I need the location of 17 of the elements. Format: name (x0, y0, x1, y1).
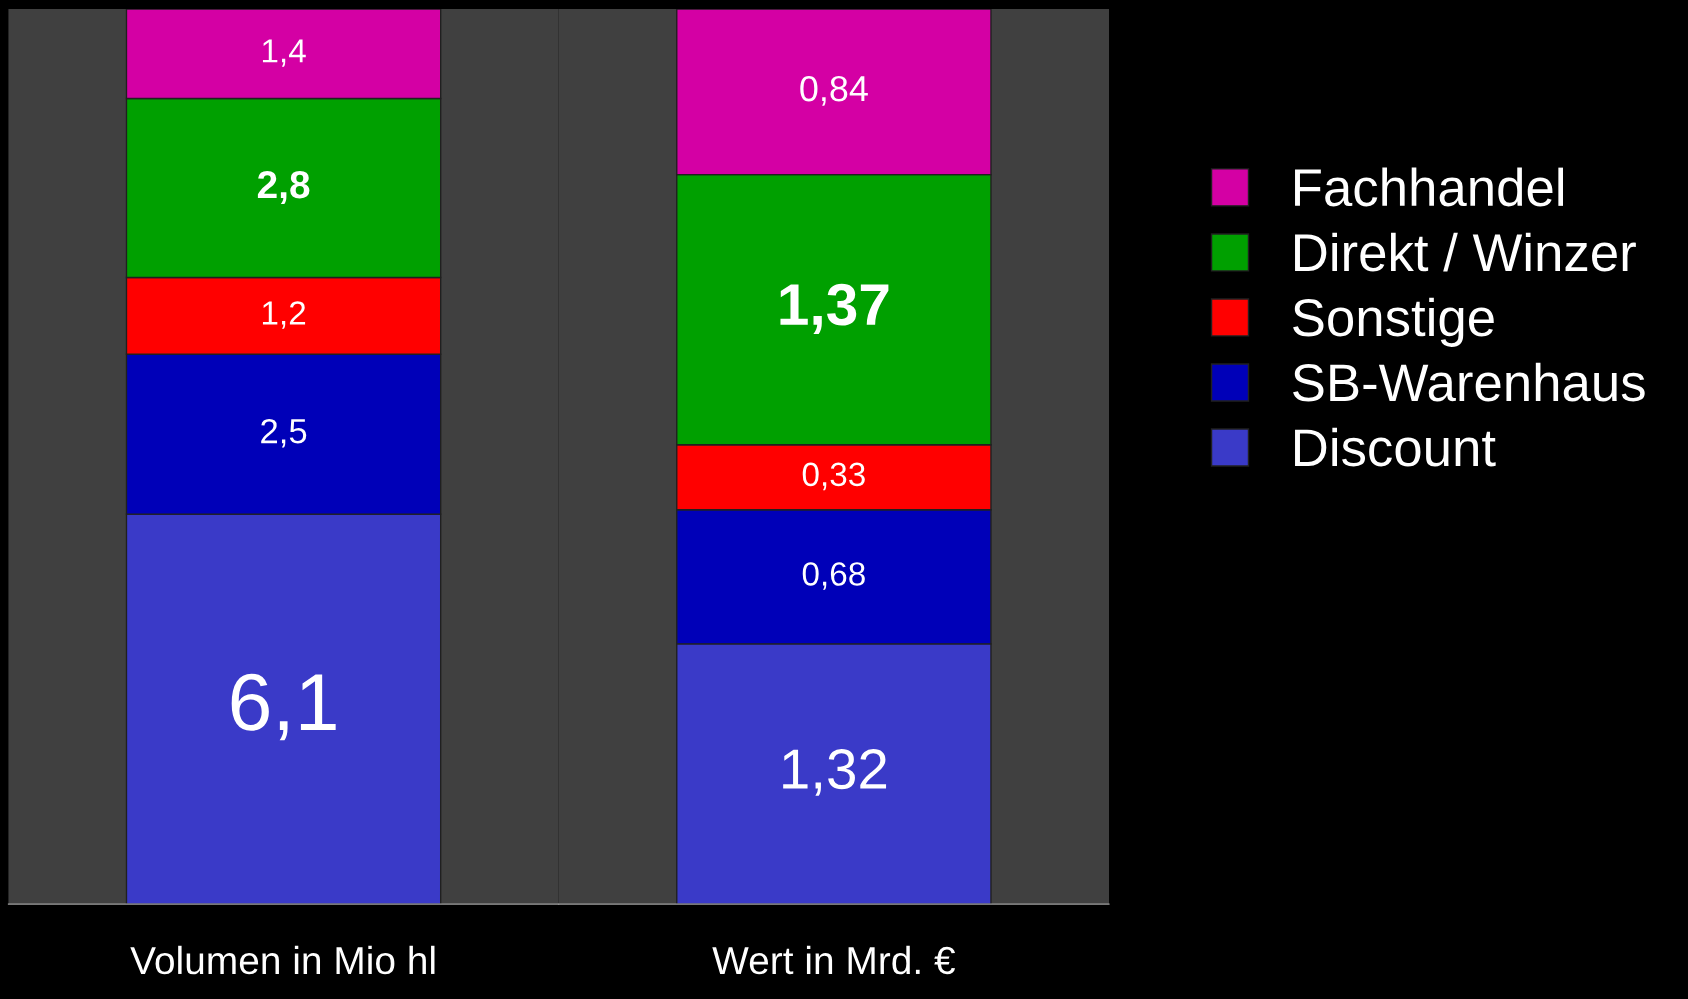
data-label: 1,4 (262, 39, 306, 67)
x-tick-label: Wert in Mrd. € (712, 945, 956, 975)
data-label: 1,2 (262, 301, 306, 329)
data-label: 2,5 (261, 418, 307, 448)
data-label: 1,37 (780, 283, 889, 334)
legend-label: Fachhandel (1295, 167, 1563, 207)
legend-label: SB-Warenhaus (1293, 362, 1645, 402)
data-label: 0,68 (802, 562, 865, 590)
data-label: 6,1 (231, 673, 336, 741)
x-tick-label: Volumen in Mio hl (130, 945, 435, 975)
data-label: 2,8 (257, 170, 310, 205)
legend-label: Sonstige (1293, 297, 1494, 347)
data-label: 0,84 (800, 75, 868, 106)
data-label: 0,33 (802, 462, 865, 491)
legend-label: Direkt / Winzer (1295, 232, 1636, 272)
legend-label: Discount (1295, 427, 1496, 467)
data-label: 1,32 (783, 749, 887, 796)
